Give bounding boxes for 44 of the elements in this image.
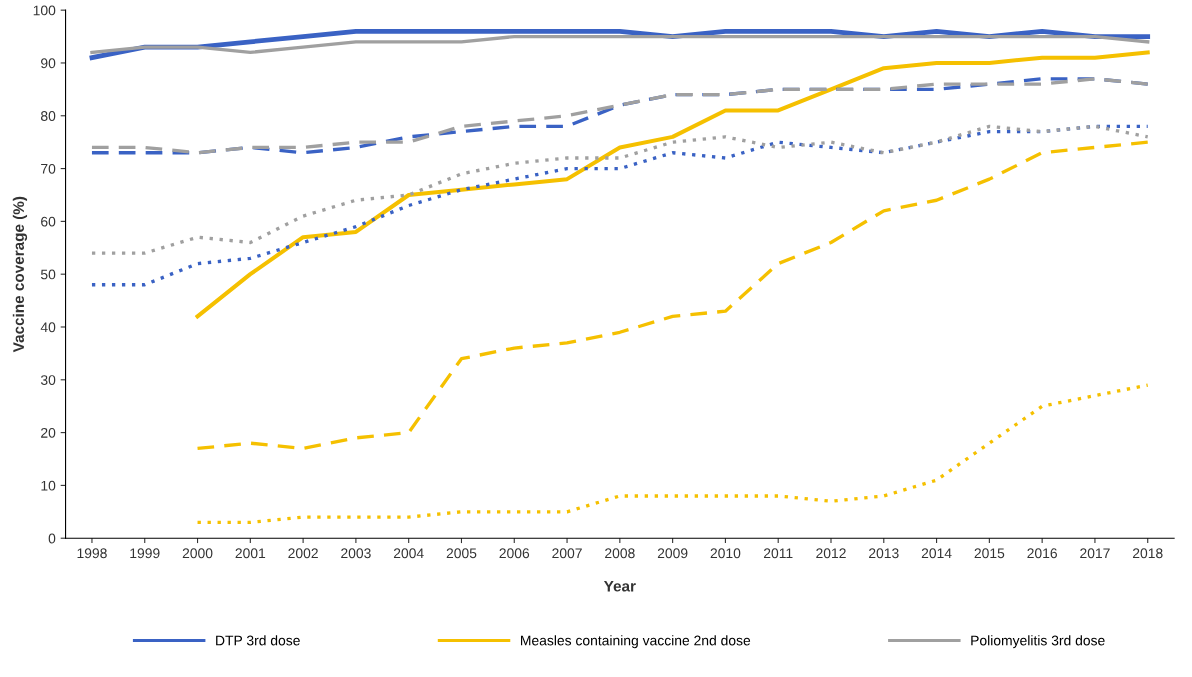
- x-tick-label: 2009: [657, 548, 688, 559]
- x-tick-label: 2015: [974, 548, 1005, 559]
- y-axis-title: Vaccine coverage (%): [12, 196, 28, 353]
- y-tick-label: 100: [33, 5, 56, 16]
- x-tick-label: 2001: [235, 548, 266, 559]
- x-tick-label: 2012: [816, 548, 846, 559]
- x-tick-label: 2010: [710, 548, 741, 559]
- y-tick-label: 70: [41, 163, 56, 174]
- x-tick-label: 1999: [130, 548, 160, 559]
- x-tick-label: 2011: [763, 548, 793, 559]
- x-tick-label: 2000: [182, 548, 213, 559]
- line-series: [90, 124, 1150, 287]
- line-series: [195, 383, 1150, 525]
- y-tick-label: 30: [40, 375, 56, 385]
- line-series: [195, 50, 1150, 319]
- x-tick-label: 2003: [341, 548, 371, 559]
- y-tick-label: 60: [41, 216, 56, 227]
- x-tick-label: 2002: [288, 548, 318, 559]
- x-tick-label: 2013: [869, 548, 899, 559]
- x-axis-title: Year: [603, 580, 636, 592]
- x-tick-label: 2008: [605, 548, 635, 559]
- y-tick-label: 0: [48, 533, 56, 544]
- legend-label: Poliomyelitis 3rd dose: [971, 635, 1105, 649]
- x-tick-label: 2018: [1132, 548, 1163, 559]
- x-tick-label: 2005: [446, 548, 477, 559]
- x-tick-label: 2014: [921, 548, 952, 559]
- y-tick-label: 50: [40, 269, 56, 280]
- legend-label: DTP 3rd dose: [216, 635, 300, 646]
- line-series: [195, 140, 1150, 451]
- y-tick-label: 20: [41, 427, 56, 438]
- x-tick-label: 2004: [393, 548, 424, 559]
- legend-label: Measles containing vaccine 2nd dose: [521, 635, 751, 649]
- line-series: [90, 77, 1150, 155]
- y-tick-label: 80: [40, 111, 56, 121]
- line-series: [90, 124, 1150, 255]
- x-tick-label: 1998: [77, 548, 107, 559]
- y-tick-label: 10: [41, 480, 56, 491]
- x-tick-label: 2016: [1027, 548, 1057, 559]
- y-tick-label: 90: [41, 58, 56, 69]
- x-tick-label: 2007: [552, 548, 582, 559]
- x-tick-label: 2017: [1080, 548, 1110, 559]
- y-tick-label: 40: [40, 322, 56, 333]
- x-tick-label: 2006: [499, 548, 530, 559]
- line-series: [90, 34, 1150, 55]
